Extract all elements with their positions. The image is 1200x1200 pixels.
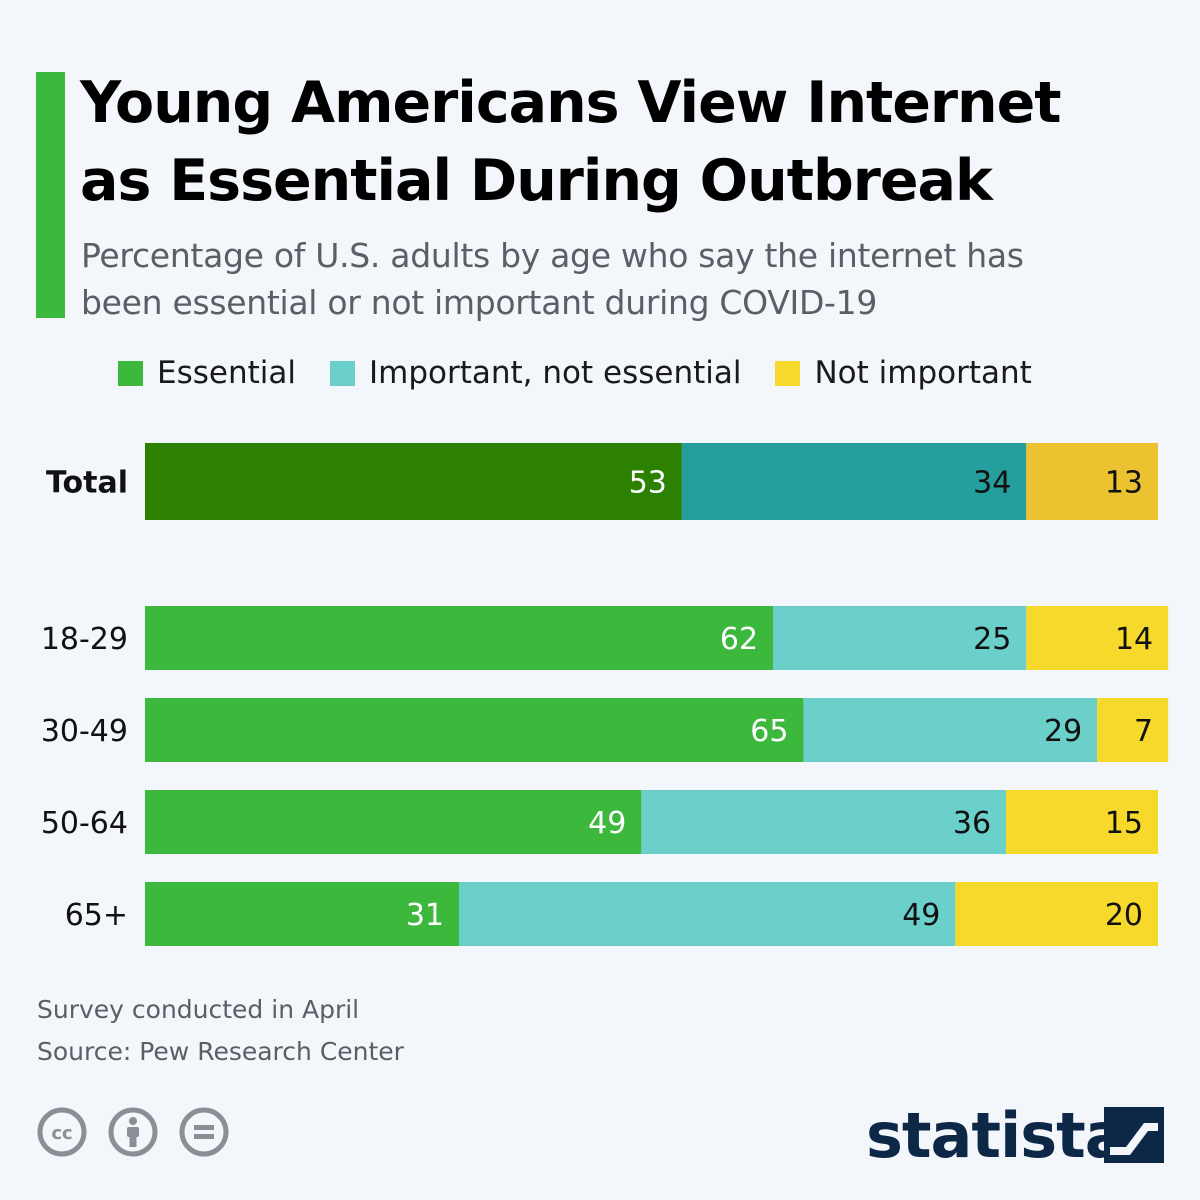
chart-title-line-2: as Essential During Outbreak — [80, 148, 993, 214]
value-label-65-essential: 31 — [406, 898, 444, 933]
value-label-total-essential: 53 — [629, 466, 667, 501]
source-note: Source: Pew Research Center — [37, 1037, 404, 1066]
bar-65-essential — [145, 882, 460, 946]
value-label-30-49-essential: 65 — [750, 714, 788, 749]
bar-65-important-not-essential — [459, 882, 956, 946]
legend-item-important: Important, not essential — [330, 355, 741, 391]
value-label-50-64-important-not-essential: 36 — [953, 806, 991, 841]
bar-30-49-important-not-essential — [803, 698, 1098, 762]
value-label-total-not-important: 13 — [1105, 466, 1143, 501]
no-derivatives-icon[interactable] — [179, 1107, 229, 1157]
legend-swatch-essential — [118, 360, 143, 386]
value-label-total-important-not-essential: 34 — [973, 466, 1011, 501]
bar-30-49-not-important — [1097, 698, 1169, 762]
chart-subtitle-line-1: Percentage of U.S. adults by age who say… — [81, 236, 1024, 275]
legend-label-not-important: Not important — [814, 355, 1032, 391]
value-label-18-29-not-important: 14 — [1115, 622, 1153, 657]
bar-50-64-essential — [145, 790, 642, 854]
chart-title: Young Americans View Internet as Essenti… — [80, 64, 1180, 220]
value-label-30-49-not-important: 7 — [1134, 714, 1153, 749]
legend-item-not-important: Not important — [775, 355, 1032, 391]
category-label-18-29: 18-29 — [41, 622, 128, 657]
bar-18-29-important-not-essential — [773, 606, 1027, 670]
cc-icon[interactable]: cc — [37, 1107, 87, 1157]
chart-subtitle: Percentage of U.S. adults by age who say… — [81, 232, 1181, 326]
svg-text:cc: cc — [51, 1123, 72, 1144]
chart-title-line-1: Young Americans View Internet — [80, 70, 1062, 136]
bar-total-not-important — [1026, 443, 1158, 520]
legend-item-essential: Essential — [118, 355, 296, 391]
statista-logo-icon[interactable] — [1104, 1107, 1164, 1163]
value-label-18-29-essential: 62 — [720, 622, 758, 657]
value-label-50-64-essential: 49 — [588, 806, 626, 841]
category-label-30-49: 30-49 — [41, 714, 128, 749]
value-label-18-29-important-not-essential: 25 — [973, 622, 1011, 657]
bar-18-29-not-important — [1026, 606, 1169, 670]
value-label-30-49-important-not-essential: 29 — [1044, 714, 1082, 749]
bar-total-important-not-essential — [681, 443, 1027, 520]
value-label-50-64-not-important: 15 — [1105, 806, 1143, 841]
legend-swatch-not-important — [775, 360, 801, 386]
legend-label-essential: Essential — [157, 355, 296, 391]
category-label-50-64: 50-64 — [41, 806, 128, 841]
legend-swatch-important — [330, 360, 355, 386]
bar-18-29-essential — [145, 606, 774, 670]
value-label-65-not-important: 20 — [1105, 898, 1143, 933]
bar-65-not-important — [955, 882, 1158, 946]
attribution-icon[interactable] — [108, 1107, 158, 1157]
bar-30-49-essential — [145, 698, 804, 762]
legend-label-important: Important, not essential — [369, 355, 742, 391]
chart-legend: Essential Important, not essential Not i… — [118, 348, 1066, 398]
survey-note: Survey conducted in April — [37, 995, 360, 1024]
license-icons: cc — [37, 1107, 250, 1157]
bar-total-essential — [145, 443, 682, 520]
chart-subtitle-line-2: been essential or not important during C… — [81, 283, 878, 322]
category-label-65: 65+ — [65, 898, 128, 933]
value-label-65-important-not-essential: 49 — [902, 898, 940, 933]
title-accent-bar — [36, 72, 65, 318]
bar-50-64-important-not-essential — [641, 790, 1007, 854]
category-label-total: Total — [46, 466, 128, 501]
statista-logo-text[interactable]: statista — [866, 1099, 1127, 1172]
bar-50-64-not-important — [1006, 790, 1158, 854]
